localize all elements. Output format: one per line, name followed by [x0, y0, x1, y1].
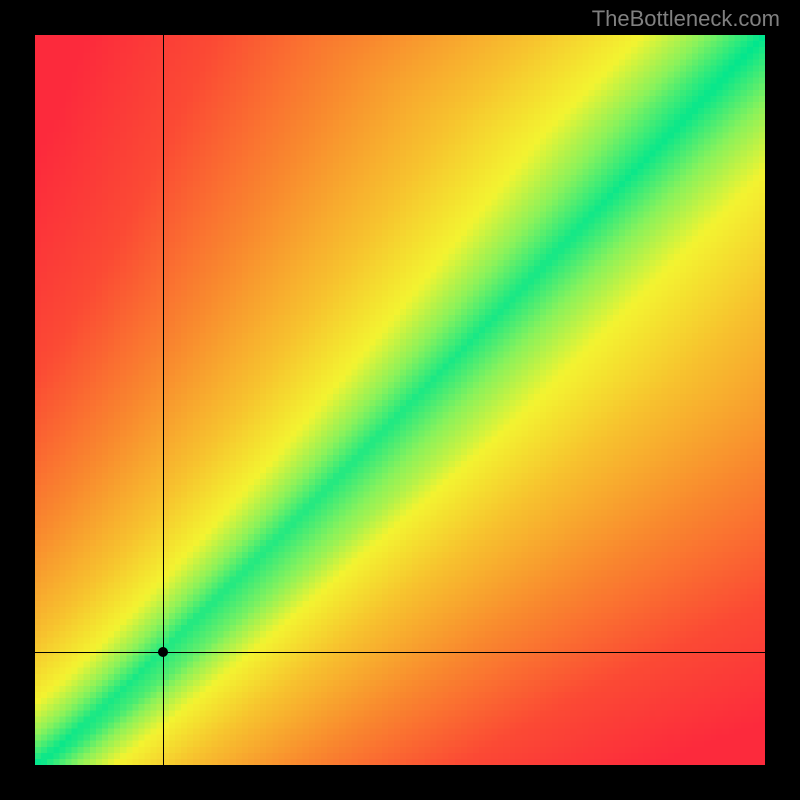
watermark-text: TheBottleneck.com	[592, 6, 780, 32]
data-point-marker	[158, 647, 168, 657]
heatmap-canvas	[35, 35, 765, 765]
heatmap-plot	[35, 35, 765, 765]
crosshair-horizontal	[35, 652, 765, 653]
